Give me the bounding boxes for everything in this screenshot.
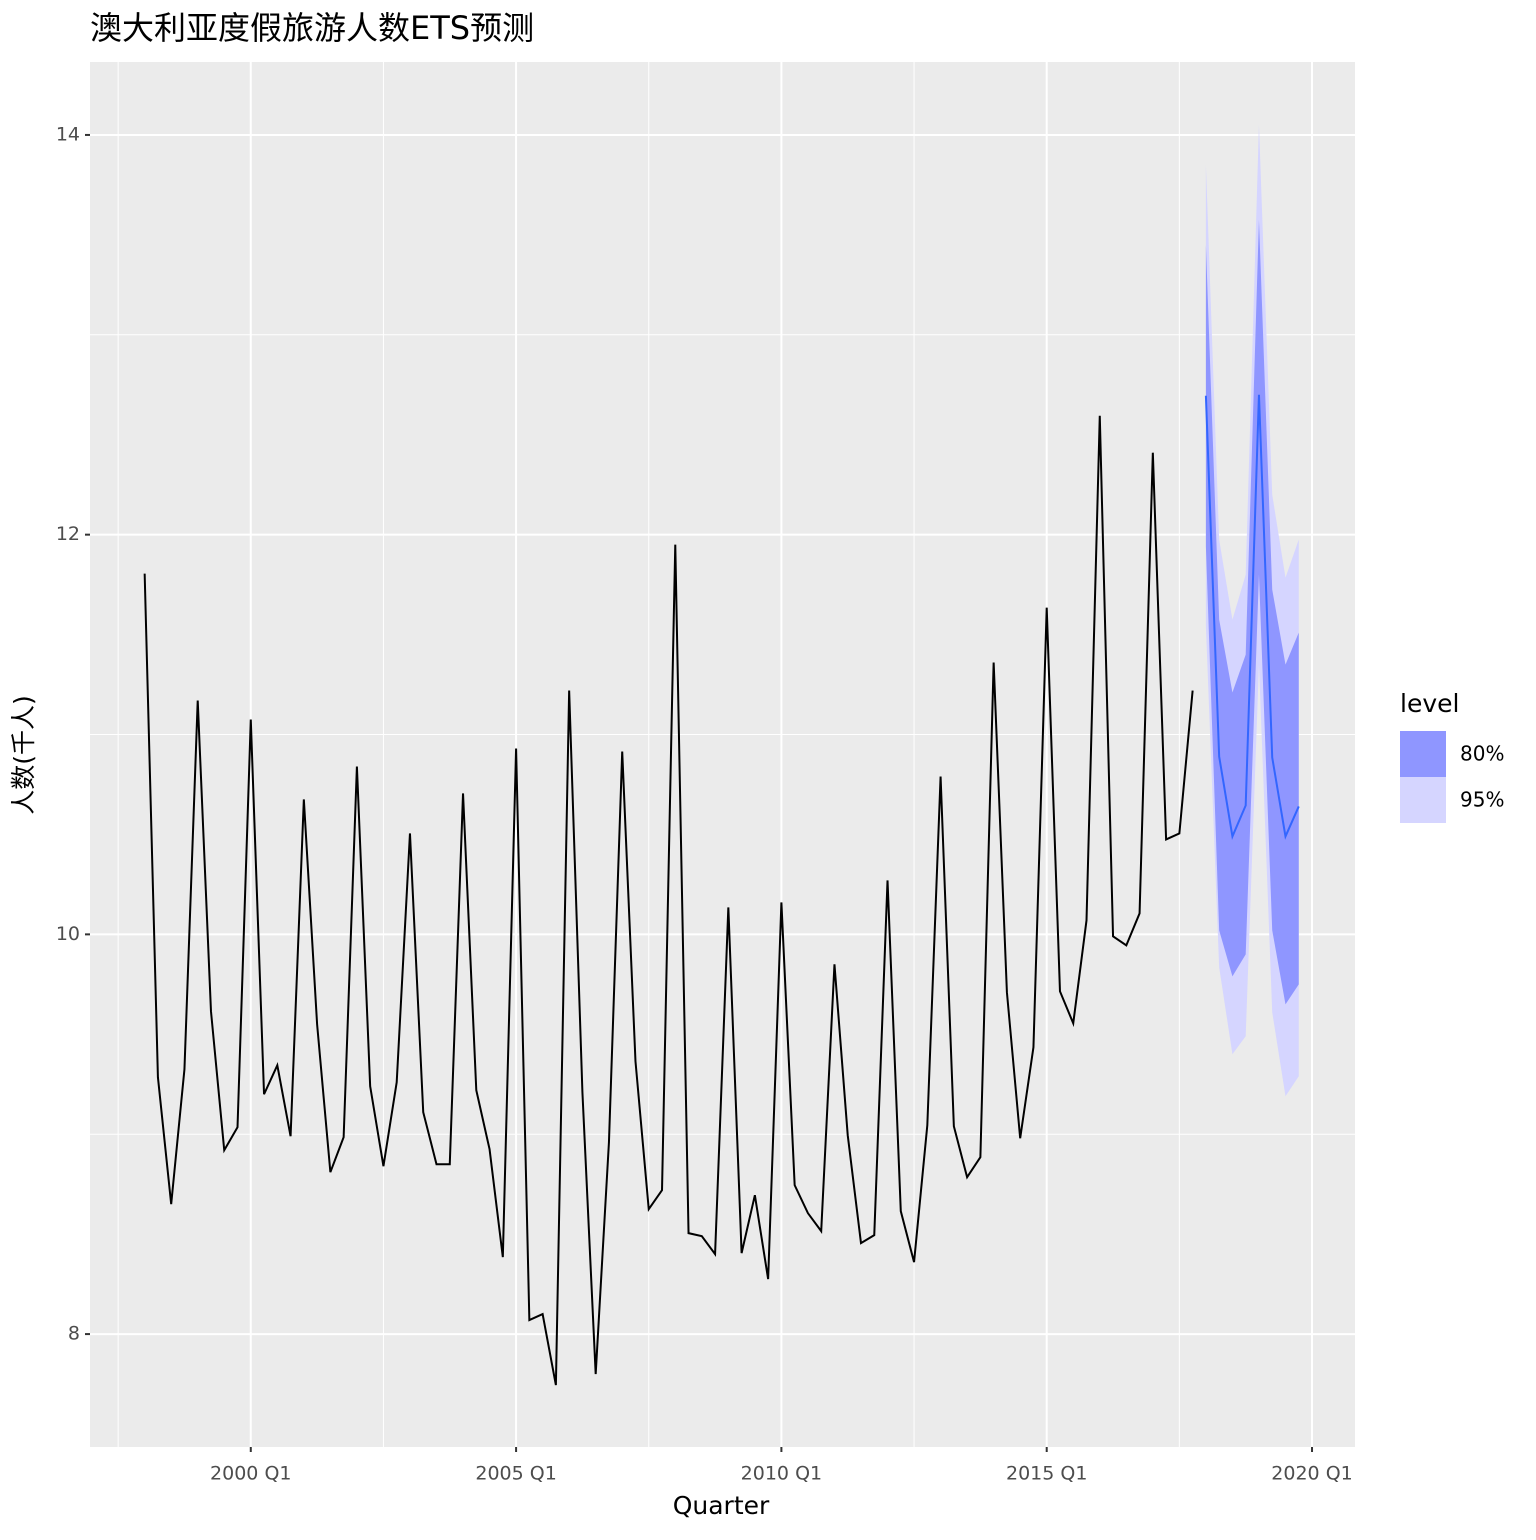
legend-title: level [1400,689,1459,718]
y-tick-label: 14 [56,123,80,145]
x-axis-title: Quarter [673,1491,770,1520]
x-tick-label: 2005 Q1 [475,1463,556,1485]
x-tick-label: 2000 Q1 [210,1463,291,1485]
x-tick-label: 2015 Q1 [1006,1463,1087,1485]
history-line [143,415,1194,1386]
legend-label: 95% [1460,788,1504,812]
legend-key [1400,777,1446,823]
y-tick-label: 8 [68,1323,80,1345]
y-axis-title: 人数(千人) [9,695,38,815]
legend: 80% 95% [1400,731,1504,823]
chart-title: 澳大利亚度假旅游人数ETS预测 [90,9,534,47]
panel [90,62,1355,1447]
x-tick-label: 2010 Q1 [741,1463,822,1485]
forecast-line [1204,394,1300,840]
x-tick-label: 2020 Q1 [1271,1463,1352,1485]
y-tick-label: 10 [56,923,80,945]
legend-label: 80% [1460,742,1504,766]
marks [143,124,1300,1386]
y-tick-label: 12 [56,523,80,545]
legend-key [1400,731,1446,777]
